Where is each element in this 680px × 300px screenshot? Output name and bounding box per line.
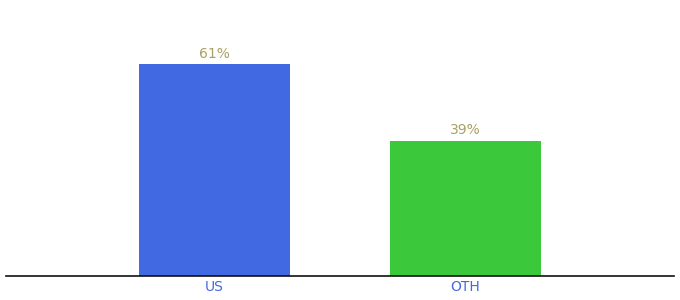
- Text: 61%: 61%: [199, 47, 230, 61]
- Bar: [139, 64, 290, 276]
- Bar: [390, 141, 541, 276]
- Text: 39%: 39%: [450, 123, 481, 137]
